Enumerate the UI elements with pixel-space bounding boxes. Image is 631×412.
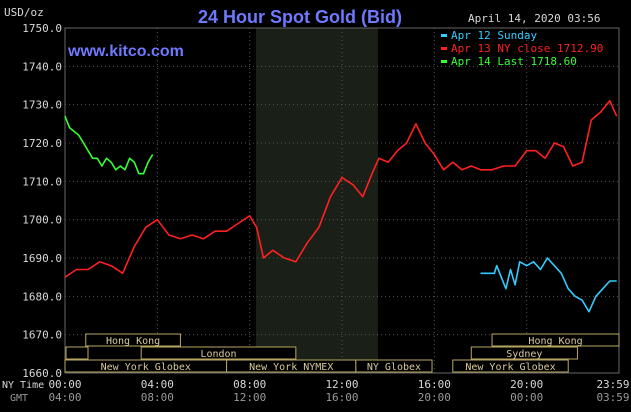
legend-label-apr12: Apr 12 Sunday — [451, 29, 537, 42]
legend-swatch-apr12 — [441, 34, 447, 37]
session-label: Hong Kong — [106, 336, 160, 347]
series-line — [64, 115, 154, 175]
session-label: New York Globex — [465, 362, 555, 373]
y-tick-label: 1730.0 — [22, 99, 62, 112]
x-tick-label-gmt: 12:00 — [233, 391, 266, 404]
session-bar — [85, 333, 181, 347]
session-bar — [140, 346, 297, 360]
y-tick-label: 1670.0 — [22, 329, 62, 342]
legend-label-apr13: Apr 13 NY close 1712.90 — [451, 42, 603, 55]
market-session-bars: Hong Kong London New York Globex New York N… — [64, 333, 620, 373]
y-axis-ticks: 1750.0 1740.0 1730.0 1720.0 1710.0 1700.0 1690… — [22, 22, 62, 380]
x-tick-label-ny: 08:00 — [233, 378, 266, 391]
brand-watermark: www.kitco.com — [67, 43, 184, 60]
legend-swatch-apr13 — [441, 47, 447, 50]
y-axis-unit-label: USD/oz — [4, 6, 44, 19]
x-tick-label-gmt: 03:59 — [596, 391, 629, 404]
y-tick-label: 1720.0 — [22, 137, 62, 150]
x-tick-label-gmt: 00:00 — [510, 391, 543, 404]
x-tick-label-ny: 16:00 — [418, 378, 451, 391]
y-tick-label: 1750.0 — [22, 22, 62, 35]
x-tick-label-ny: 00:00 — [48, 378, 81, 391]
y-tick-label: 1700.0 — [22, 214, 62, 227]
session-label: New York Globex — [101, 362, 191, 373]
plot-frame — [64, 27, 620, 374]
x-tick-label-gmt: 20:00 — [418, 391, 451, 404]
y-tick-label: 1740.0 — [22, 60, 62, 73]
session-bar — [470, 346, 578, 360]
session-bar — [491, 333, 620, 347]
session-bar — [452, 359, 569, 373]
session-label: Hong Kong — [528, 336, 582, 347]
session-label: London — [200, 349, 236, 360]
ny-session-shade — [256, 28, 378, 373]
x-tick-label-ny: 23:59 — [596, 378, 629, 391]
y-tick-label: 1710.0 — [22, 175, 62, 188]
series-line — [64, 100, 618, 278]
gmt-row-label: GMT — [10, 393, 28, 404]
x-tick-label-gmt: 04:00 — [48, 391, 81, 404]
y-tick-label: 1660.0 — [22, 367, 62, 380]
session-bar — [355, 359, 433, 373]
session-bar-stub — [65, 346, 89, 360]
x-tick-label-ny: 04:00 — [141, 378, 174, 391]
ny-time-row-label: NY Time — [2, 380, 44, 391]
legend-swatch-apr14 — [441, 60, 447, 63]
x-tick-label-ny: 20:00 — [510, 378, 543, 391]
y-tick-label: 1680.0 — [22, 290, 62, 303]
series-line — [480, 257, 617, 313]
x-tick-label-ny: 12:00 — [325, 378, 358, 391]
y-tick-label: 1690.0 — [22, 252, 62, 265]
session-label: NY Globex — [367, 362, 421, 373]
session-label: Sydney — [506, 349, 542, 360]
legend: Apr 12 Sunday Apr 13 NY close 1712.90 Ap… — [441, 29, 603, 68]
chart-title: 24 Hour Spot Gold (Bid) — [198, 7, 402, 27]
price-series — [64, 100, 618, 313]
legend-label-apr14: Apr 14 Last 1718.60 — [451, 55, 577, 68]
x-tick-label-gmt: 08:00 — [141, 391, 174, 404]
timestamp: April 14, 2020 03:56 — [468, 12, 600, 25]
session-label: New York NYMEX — [249, 362, 333, 373]
x-tick-label-gmt: 16:00 — [325, 391, 358, 404]
x-axis-ticks: 00:00 04:00 08:00 12:00 16:00 20:00 23:5904:00… — [48, 378, 629, 404]
